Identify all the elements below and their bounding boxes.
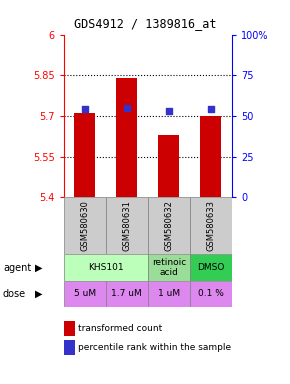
Bar <box>64 197 106 254</box>
Bar <box>106 197 148 254</box>
Bar <box>64 254 148 281</box>
Text: GSM580630: GSM580630 <box>80 200 89 251</box>
Bar <box>74 113 95 197</box>
Text: percentile rank within the sample: percentile rank within the sample <box>78 343 231 353</box>
Point <box>209 106 213 113</box>
Point <box>166 108 171 114</box>
Text: KHS101: KHS101 <box>88 263 124 272</box>
Bar <box>158 135 180 197</box>
Bar <box>200 116 222 197</box>
Text: 1.7 uM: 1.7 uM <box>111 290 142 298</box>
Text: GDS4912 / 1389816_at: GDS4912 / 1389816_at <box>74 17 216 30</box>
Point <box>82 106 87 113</box>
Text: ▶: ▶ <box>35 263 42 273</box>
Text: GSM580632: GSM580632 <box>164 200 173 251</box>
Text: 0.1 %: 0.1 % <box>198 290 224 298</box>
Text: ▶: ▶ <box>35 289 42 299</box>
Text: agent: agent <box>3 263 31 273</box>
Bar <box>148 254 190 281</box>
Point <box>124 105 129 111</box>
Bar <box>148 197 190 254</box>
Text: GSM580633: GSM580633 <box>206 200 215 251</box>
Bar <box>148 281 190 307</box>
Text: 1 uM: 1 uM <box>158 290 180 298</box>
Bar <box>190 254 232 281</box>
Text: GSM580631: GSM580631 <box>122 200 131 251</box>
Bar <box>64 281 106 307</box>
Bar <box>116 78 137 197</box>
Text: transformed count: transformed count <box>78 324 163 333</box>
Text: DMSO: DMSO <box>197 263 225 272</box>
Text: retinoic
acid: retinoic acid <box>152 258 186 277</box>
Bar <box>106 281 148 307</box>
Text: dose: dose <box>3 289 26 299</box>
Text: 5 uM: 5 uM <box>74 290 96 298</box>
Bar <box>190 281 232 307</box>
Bar <box>190 197 232 254</box>
